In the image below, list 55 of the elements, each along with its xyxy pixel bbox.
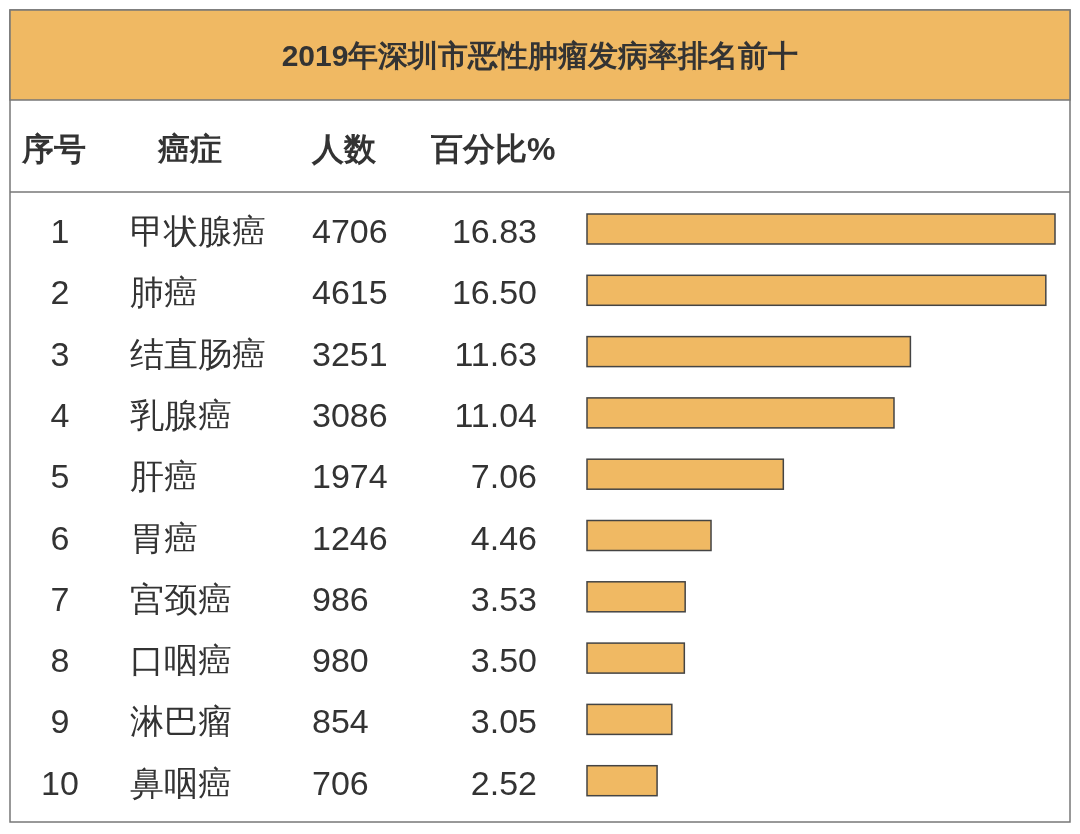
text: 3251 bbox=[312, 334, 388, 373]
text: 10 bbox=[41, 763, 79, 802]
text: 序号 bbox=[21, 131, 86, 167]
y-tick-label: 甲状腺癌 bbox=[130, 212, 266, 250]
text: 6 bbox=[50, 518, 70, 557]
text: 706 bbox=[312, 763, 369, 802]
text: 4615 bbox=[312, 273, 388, 312]
text: 7 bbox=[50, 579, 70, 618]
data-label: 16.83 bbox=[451, 212, 537, 250]
text: 1246 bbox=[312, 518, 388, 557]
y-tick-label: 口咽癌 bbox=[130, 641, 232, 680]
text: 854 bbox=[312, 702, 369, 741]
text: 4 bbox=[50, 395, 70, 434]
bar bbox=[586, 764, 658, 797]
bar bbox=[586, 274, 1047, 307]
text: 980 bbox=[312, 641, 369, 680]
bar bbox=[586, 335, 912, 368]
bar bbox=[586, 581, 686, 613]
text: 2 bbox=[50, 273, 70, 312]
text: 8 bbox=[50, 641, 70, 680]
text: 3086 bbox=[312, 395, 388, 434]
y-tick-label: 肝癌 bbox=[130, 457, 198, 496]
data-label: 11.63 bbox=[454, 334, 537, 373]
bar bbox=[586, 519, 712, 552]
y-tick-label: 淋巴瘤 bbox=[130, 702, 232, 741]
data-label: 7.06 bbox=[470, 457, 537, 496]
series-label: 百分比% bbox=[430, 131, 556, 167]
y-tick-label: 宫颈癌 bbox=[130, 579, 232, 618]
data-label: 3.50 bbox=[470, 641, 537, 680]
bar bbox=[586, 458, 785, 490]
y-tick-label: 结直肠癌 bbox=[130, 334, 266, 373]
bar bbox=[586, 642, 686, 674]
data-label: 4.46 bbox=[470, 518, 537, 557]
chart-title: 2019年深圳市恶性肿瘤发病率排名前十 bbox=[281, 39, 799, 72]
y-tick-label: 肺癌 bbox=[130, 273, 198, 312]
bar bbox=[586, 703, 673, 736]
bar bbox=[586, 397, 895, 429]
data-label: 3.05 bbox=[470, 702, 537, 741]
text: 3 bbox=[50, 334, 70, 373]
data-label: 16.50 bbox=[451, 273, 537, 312]
y-tick-label: 乳腺癌 bbox=[130, 395, 232, 434]
text: 人数 bbox=[311, 131, 377, 167]
text: 1974 bbox=[312, 457, 388, 496]
text: 5 bbox=[50, 457, 70, 496]
data-label: 3.53 bbox=[470, 579, 537, 618]
bar bbox=[586, 213, 1056, 245]
data-label: 11.04 bbox=[454, 395, 537, 434]
y-tick-label: 鼻咽癌 bbox=[130, 763, 232, 802]
y-axis-title: 癌症 bbox=[157, 131, 222, 167]
text: 4706 bbox=[312, 212, 388, 250]
text: 1 bbox=[50, 212, 70, 250]
y-tick-label: 胃癌 bbox=[130, 518, 198, 557]
data-label: 2.52 bbox=[470, 763, 537, 802]
text: 9 bbox=[50, 702, 70, 741]
text: 986 bbox=[312, 579, 369, 618]
